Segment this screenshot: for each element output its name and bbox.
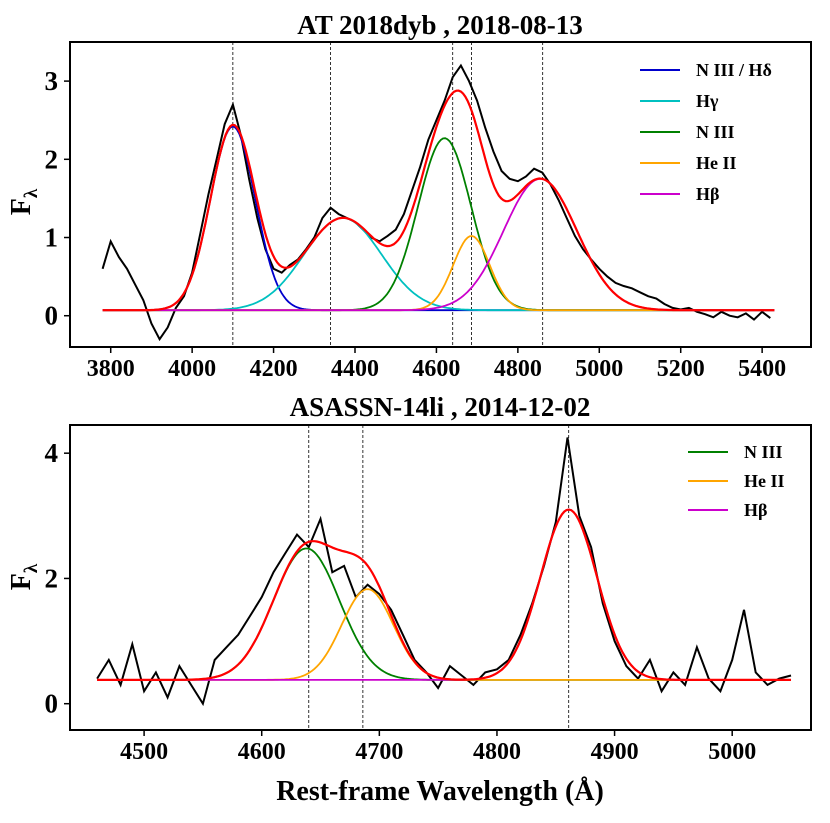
y-axis-label-main: F [6, 573, 37, 590]
x-tick-label: 5200 [657, 356, 705, 382]
legend: N III / Hδ Hγ N III He II Hβ [640, 60, 772, 204]
legend-label: N III [744, 442, 783, 462]
x-tick-label: 4600 [238, 739, 286, 765]
y-tick-label: 0 [45, 689, 59, 719]
x-tick-label: 4000 [168, 356, 216, 382]
component-line [102, 235, 775, 312]
x-axis-label: Rest-frame Wavelength (Å) [276, 776, 604, 807]
x-tick-label: 5000 [708, 739, 756, 765]
component-line [97, 588, 791, 681]
x-tick-label: 4600 [412, 356, 460, 382]
component-line [97, 508, 791, 681]
y-tick-label: 4 [45, 438, 59, 468]
panel-bottom: ASASSN-14li , 2014-12-02 Fλ 4500 4600 4700… [6, 392, 812, 807]
y-tick-label: 2 [45, 144, 59, 174]
plot-frame [69, 424, 812, 731]
y-tick-label: 3 [45, 66, 59, 96]
fit-line [97, 508, 791, 681]
legend-label: Hγ [696, 91, 719, 111]
x-tick-label: 4200 [250, 356, 298, 382]
y-axis-label-sub: λ [21, 563, 42, 573]
component-line [102, 178, 775, 312]
legend-label: He II [744, 471, 785, 491]
x-tick-label: 4900 [591, 739, 639, 765]
y-axis-label: Fλ [6, 188, 42, 215]
component-line [97, 547, 791, 681]
x-tick-label: 4700 [355, 739, 403, 765]
y-tick-label: 0 [45, 301, 59, 331]
fit-line [102, 89, 775, 312]
x-tick-label: 3800 [87, 356, 135, 382]
x-tick-label: 4500 [120, 739, 168, 765]
legend-label: N III [696, 122, 735, 142]
y-tick-label: 2 [45, 563, 59, 593]
legend-label: He II [696, 153, 737, 173]
legend: N III He II Hβ [688, 442, 785, 520]
y-tick-label: 1 [45, 223, 59, 253]
legend-label: Hβ [744, 500, 767, 520]
x-tick-label: 5400 [738, 356, 786, 382]
legend-label: N III / Hδ [696, 60, 772, 80]
plot-frame [69, 41, 812, 348]
x-tick-label: 4800 [473, 739, 521, 765]
observed-spectrum-line [101, 63, 771, 342]
x-tick-label: 4800 [494, 356, 542, 382]
y-axis-label-sub: λ [21, 188, 42, 198]
observed-spectrum-line [96, 437, 792, 707]
y-axis-label-main: F [6, 198, 37, 215]
legend-label: Hβ [696, 184, 719, 204]
panel-title: AT 2018dyb , 2018-08-13 [297, 10, 583, 40]
x-tick-label: 5000 [575, 356, 623, 382]
panel-top: AT 2018dyb , 2018-08-13 Fλ 3800 4000 4200 4… [6, 10, 812, 382]
y-axis-label: Fλ [6, 563, 42, 590]
x-tick-label: 4400 [331, 356, 379, 382]
panel-title: ASASSN-14li , 2014-12-02 [290, 392, 591, 422]
